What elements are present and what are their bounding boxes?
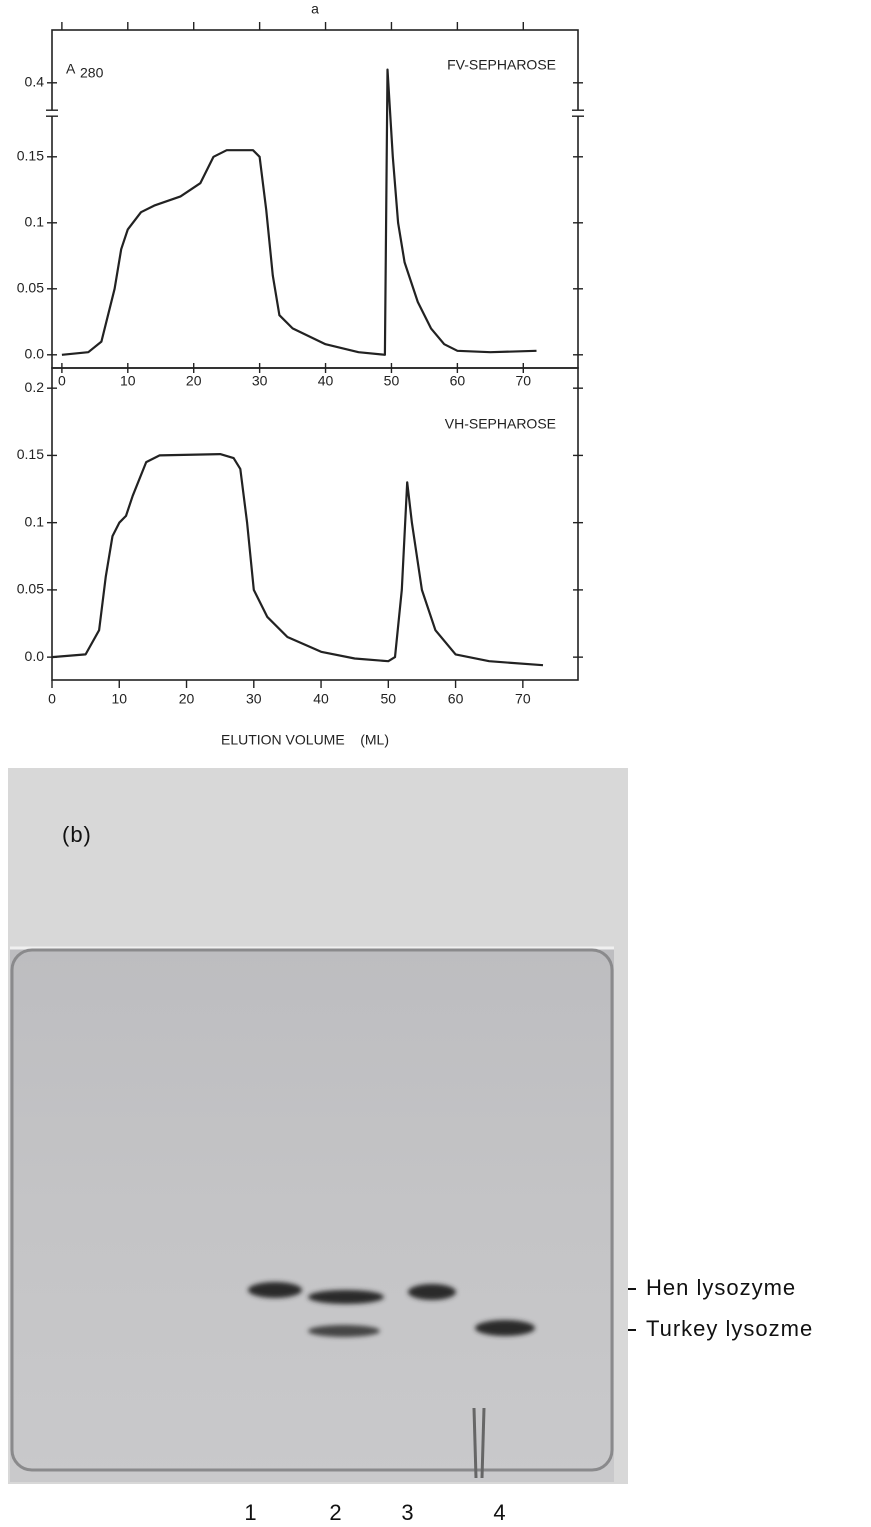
x-tick-label: 30 [252,373,268,389]
band [308,1290,384,1304]
y-tick-label: 0.15 [17,446,44,462]
x-tick-label: 10 [120,373,136,389]
x-tick-label: 20 [179,691,195,707]
x-tick-label: 60 [448,691,464,707]
axis-break-gap [48,110,56,117]
y-label: A [66,61,76,77]
x-tick-label: 70 [516,373,532,389]
x-tick-label: 30 [246,691,262,707]
data-line [51,453,544,667]
x-tick-label: 40 [313,691,329,707]
x-tick-label: 40 [318,373,334,389]
lane-label: 2 [329,1500,342,1525]
y-tick-label: 0.1 [25,513,45,529]
axis-break-gap [574,110,582,117]
gel: (b) Hen lysozyme Turkey lysozme 1 2 3 4 [8,768,813,1525]
y-tick-label: 0.1 [25,214,45,230]
plot-frame [51,29,579,369]
annotation: VH-SEPHAROSE [445,416,556,432]
figure-label: a [311,1,319,17]
gel-border [10,948,614,1472]
x-tick-label: 50 [381,691,397,707]
band [308,1325,380,1337]
y-tick-label: 0.15 [17,148,44,164]
band [408,1284,456,1300]
y-tick-label: 0.05 [17,280,44,296]
x-tick-label: 0 [48,691,56,707]
band-label: Turkey lysozme [646,1316,813,1341]
y-tick-label: 0.0 [25,648,45,664]
band [248,1282,302,1298]
band-label: Hen lysozyme [646,1275,796,1300]
plot-frame [51,367,579,681]
x-tick-label: 10 [111,691,127,707]
gel-mark [480,1407,486,1479]
y-tick-label: 0.4 [25,74,45,90]
annotation: FV-SEPHAROSE [447,57,556,73]
y-tick-label: 0.0 [25,346,45,362]
x-label: ELUTION VOLUME (ML) [221,732,389,748]
x-tick-label: 20 [186,373,202,389]
gel-body [10,948,614,1482]
lane-label: 1 [244,1500,257,1525]
gel-mark [472,1407,478,1479]
x-tick-label: 60 [450,373,466,389]
data-line [61,68,537,356]
y-tick-label: 0.05 [17,581,44,597]
x-tick-label: 70 [515,691,531,707]
y-tick-label: 0.2 [25,379,45,395]
x-tick-label: 0 [58,373,66,389]
lane-label: 4 [493,1500,506,1525]
lane-label: 3 [401,1500,414,1525]
panel-label: (b) [62,822,92,847]
y-label-subscript: 280 [80,65,104,81]
band [475,1320,535,1336]
x-tick-label: 50 [384,373,400,389]
